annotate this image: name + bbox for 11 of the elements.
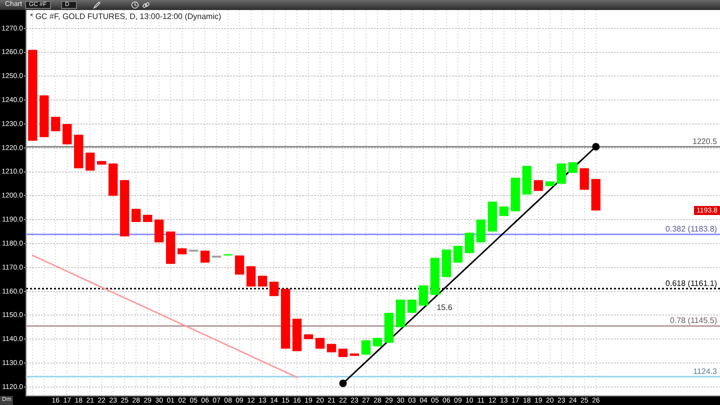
chart-title: * GC #F, GOLD FUTURES, D, 13:00-12:00 (Dynamic) [30, 12, 222, 21]
candlestick [350, 352, 360, 356]
candlestick [51, 116, 60, 132]
ref-line-label: 0.618 (1161.1) [666, 278, 718, 288]
annotation: 15.6 [436, 303, 453, 312]
ref-line-label: 1220.5 [692, 136, 718, 146]
candlestick [28, 49, 38, 142]
candlestick [40, 94, 49, 138]
ref-line-label: 0.382 (1183.8) [666, 224, 718, 234]
ref-line-label: 0.78 (1145.5) [670, 316, 718, 326]
ref-line-label: 1124.3 [693, 366, 718, 376]
